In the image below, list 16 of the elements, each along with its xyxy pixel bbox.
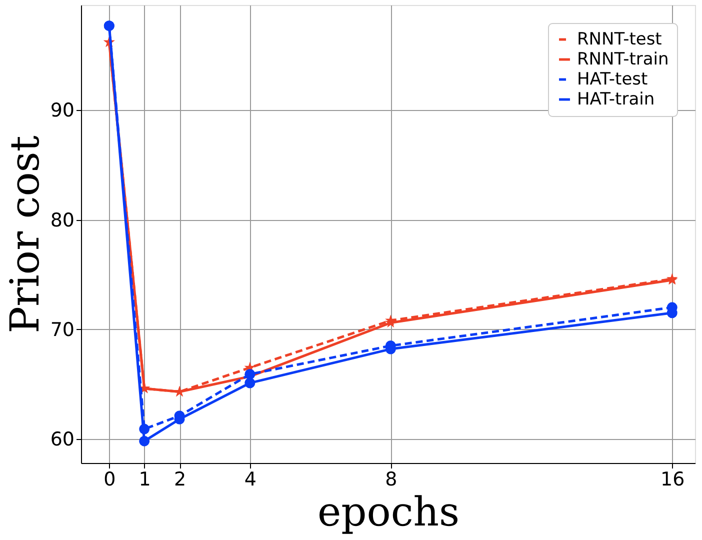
y-axis-title: Prior cost [2,136,48,334]
y-tick-label: 60 [50,428,74,450]
y-tick-label: 80 [50,209,74,232]
legend-label: HAT-test [577,70,648,90]
x-axis-title: epochs [317,490,460,536]
legend-label: RNNT-test [577,30,662,50]
y-tick-label: 90 [50,100,74,122]
x-tick-label: 2 [174,468,186,490]
x-tick-label: 16 [660,468,685,490]
x-tick-label: 1 [138,468,151,490]
x-tick-label: 4 [244,468,256,490]
legend-label: HAT-train [577,90,655,110]
legend-label: RNNT-train [577,50,669,70]
x-tick-label: 8 [385,468,398,490]
y-tick-label: 70 [50,318,74,341]
x-tick-label: 0 [104,468,116,490]
